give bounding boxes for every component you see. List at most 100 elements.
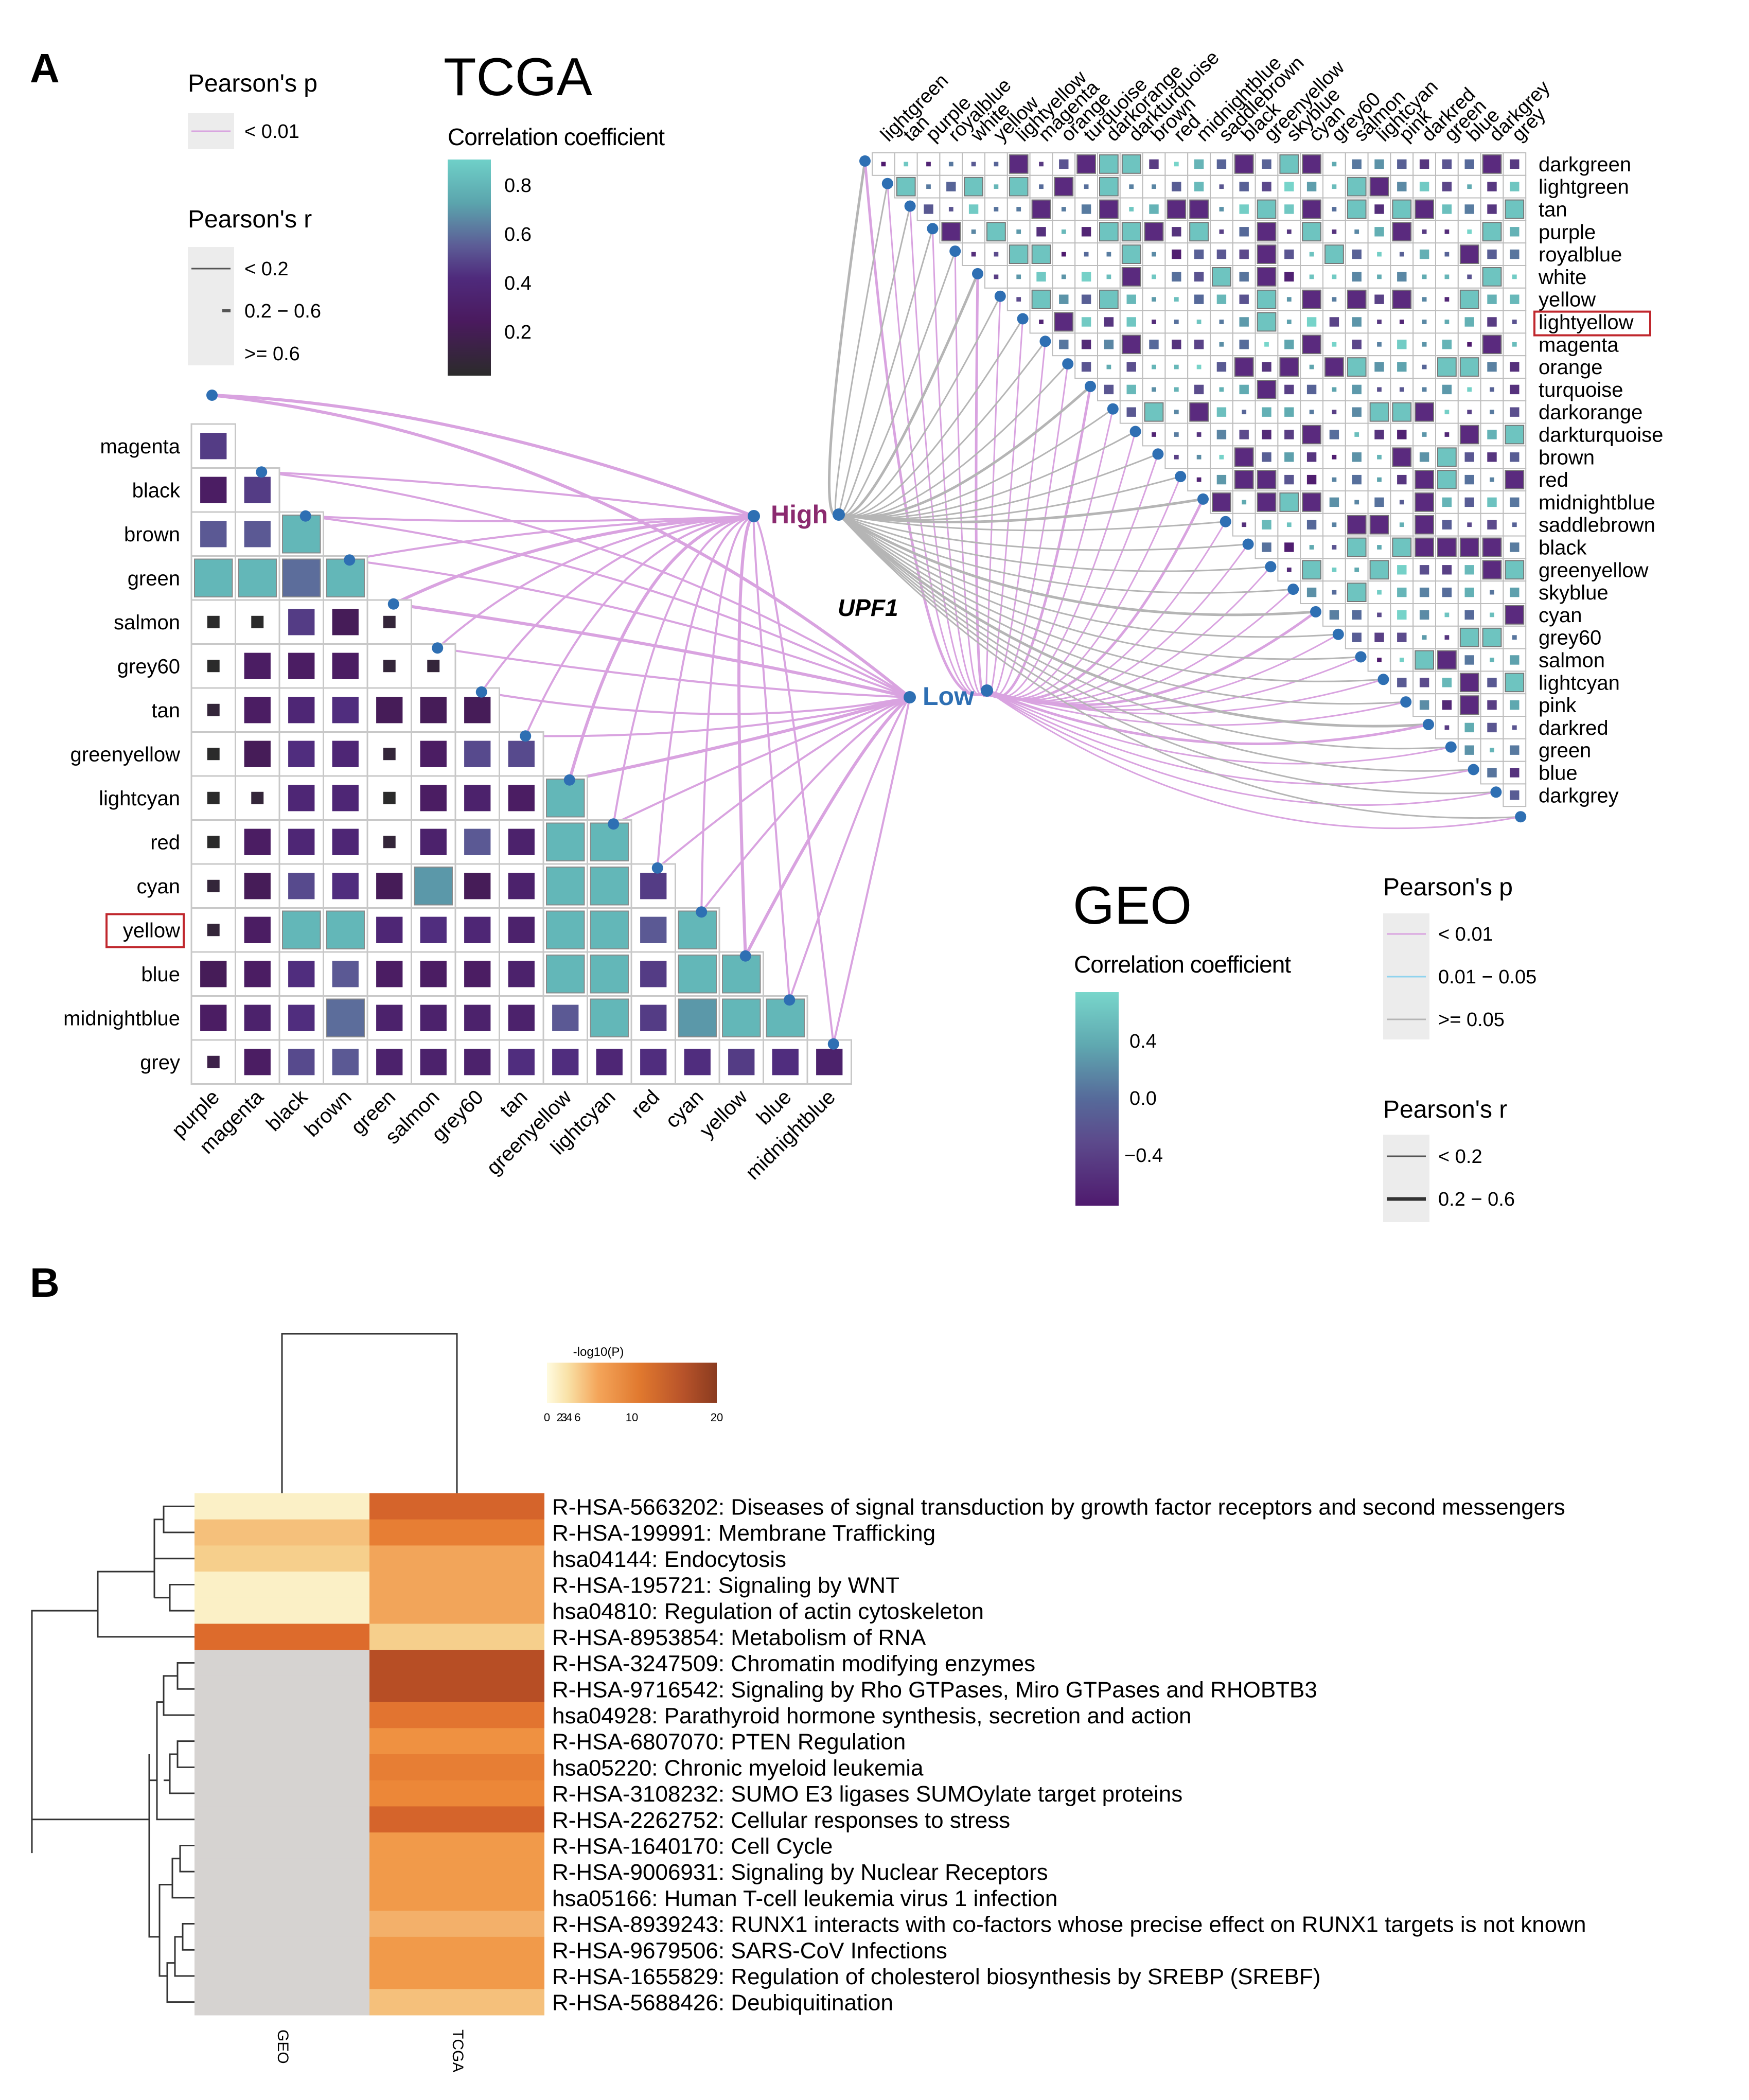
geo-cell [1099,154,1119,174]
tcga-cell [383,836,396,849]
geo-cell [1422,320,1427,324]
geo-row-label: lightcyan [1539,672,1620,694]
geo-colorbar [1075,992,1119,1206]
geo-cell [971,252,976,257]
geo-cell [1149,340,1159,349]
geo-cell-frame [1164,332,1189,357]
geo-cell [1284,452,1294,462]
geo-cell [1174,410,1179,415]
geo-cell [1219,207,1224,211]
geo-cell [1377,477,1382,482]
geo-cell [924,204,933,214]
tcga-cell [244,1049,271,1075]
geo-cell [1415,199,1434,219]
geo-row-label: darkred [1539,717,1609,739]
geo-cell [1467,229,1472,234]
tcga-module-node [651,862,663,874]
geo-highlight-box [1533,310,1651,337]
tcga-cell [332,873,359,899]
geo-cell-frame [1006,265,1031,289]
geo-cell [948,207,953,211]
tcga-cell [640,873,667,899]
geo-cell [1482,560,1502,580]
geo-cell [1262,407,1271,417]
geo-module-node [1332,628,1344,640]
geo-cell [1262,452,1271,462]
tcga-row-label: green [128,567,180,590]
geo-colorbar-tick-2: 0.0 [1129,1088,1157,1109]
tcga-cell [288,652,315,679]
geo-cell [1377,342,1382,347]
geo-cell [1129,207,1134,211]
geo-cell [1306,520,1317,530]
geo-cell [1510,362,1520,372]
tcga-cell [383,660,396,673]
logp-tick-label: 3 [561,1411,567,1424]
geo-cell [1422,342,1427,347]
geo-module-node [1017,313,1029,325]
geo-cell [1374,159,1384,169]
geo-cell [1196,477,1202,482]
tcga-module-node [520,730,532,742]
geo-cell [1194,159,1204,169]
geo-cell [1490,658,1494,662]
geo-cell [1392,199,1412,219]
geo-cell [1419,182,1429,191]
geo-link [863,161,988,696]
geo-cell [1306,182,1317,191]
enrichment-row-label: hsa04928: Parathyroid hormone synthesis,… [552,1703,1192,1728]
geo-cell [1459,627,1479,647]
tcga-cell [640,1049,667,1075]
geo-legend-p-title: Pearson's p [1383,874,1513,901]
geo-cell [1444,320,1450,324]
tcga-cell [376,916,403,943]
tcga-cell [332,652,359,679]
geo-cell [1510,745,1520,755]
tcga-cell [288,873,315,899]
tcga-legends: Pearson's p < 0.01 Pearson's r < 0.2 0.2… [188,47,665,376]
tcga-row-label: cyan [137,875,181,898]
geo-cell [1257,267,1277,287]
tcga-cell [766,998,805,1037]
enrichment-row-label: R-HSA-6807070: PTEN Regulation [552,1730,906,1755]
geo-legend-r-title: Pearson's r [1383,1096,1507,1123]
geo-cell [1099,289,1119,309]
geo-cell [1284,204,1294,214]
tcga-link [737,515,755,956]
geo-cell [1505,673,1525,693]
geo-link [838,514,1521,819]
geo-cell [1487,362,1497,372]
geo-cell [1397,182,1407,191]
geo-cell [1009,244,1029,264]
tcga-colorbar-title: Correlation coefficient [448,123,665,150]
geo-cell [1419,159,1429,169]
tcga-cell [728,1049,755,1075]
geo-cell [1216,430,1227,439]
geo-cell [1216,362,1227,372]
geo-cell [1397,430,1407,439]
enrichment-cell-geo [195,1911,369,1937]
enrichment-cell-tcga [369,1884,544,1911]
geo-module-node [949,245,961,257]
geo-cell [1061,274,1066,279]
geo-cell [1257,199,1277,219]
tcga-link [700,696,910,913]
geo-cell [1505,199,1525,219]
tcga-row-label: magenta [100,435,180,458]
enrichment-cell-tcga [369,1650,544,1677]
geo-cell [1347,177,1367,197]
geo-cell [1377,252,1382,257]
geo-cell [1126,362,1136,372]
geo-cell [1510,700,1520,710]
geo-cell [1352,632,1362,642]
geo-cell [1512,274,1517,279]
geo-cell [1152,297,1156,302]
tcga-cell [508,785,535,811]
geo-cell [1354,500,1359,505]
column-dendrogram-branch [281,1333,458,1493]
tcga-cell [207,924,220,937]
geo-link [838,514,1474,772]
enrichment-cell-tcga [369,1780,544,1807]
geo-cell [1442,159,1452,169]
geo-cell [1392,447,1412,467]
